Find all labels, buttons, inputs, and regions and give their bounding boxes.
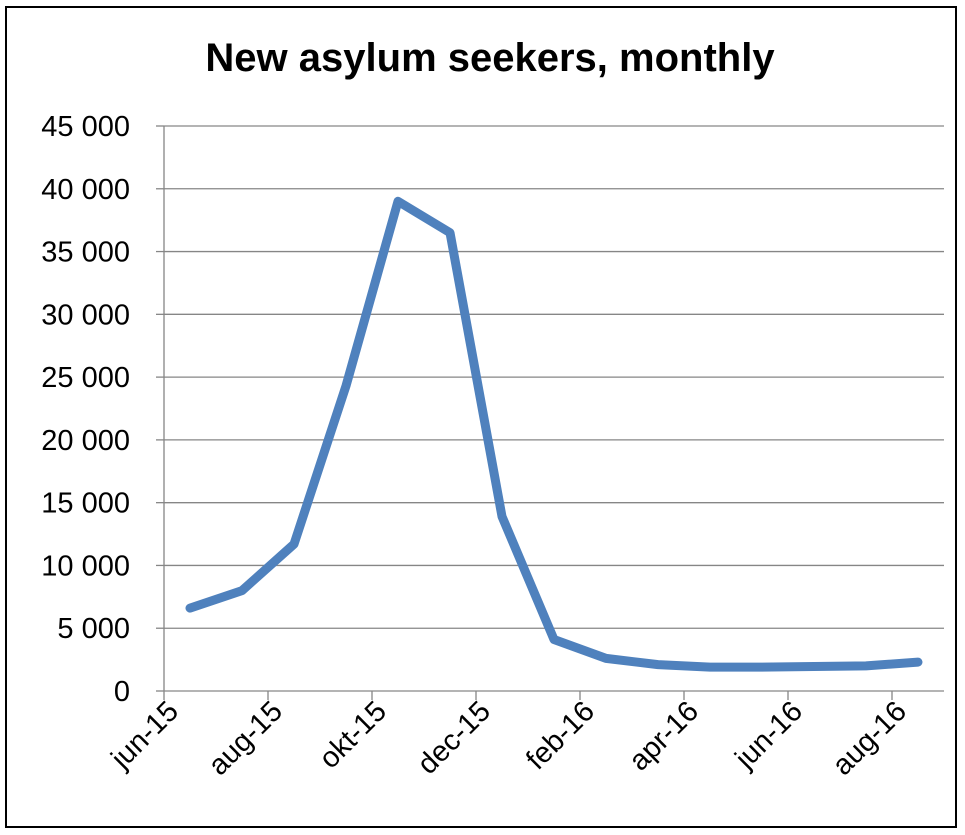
y-tick-label: 20 000	[41, 425, 130, 457]
x-axis-tick-labels: jun-15 aug-15 okt-15 dec-15 feb-16 apr-16 jun-…	[105, 695, 913, 781]
x-tick-label: okt-15	[313, 695, 393, 775]
axes	[156, 125, 944, 700]
y-tick-label: 30 000	[41, 299, 130, 331]
y-tick-label: 35 000	[41, 237, 130, 269]
series-layer	[185, 196, 923, 672]
y-tick-label: 45 000	[41, 111, 130, 143]
x-tick-label: dec-15	[412, 695, 497, 780]
series-line	[185, 196, 923, 672]
y-tick-label: 10 000	[41, 550, 130, 582]
x-tick-label: aug-15	[202, 695, 288, 781]
x-tick-label: apr-16	[623, 695, 705, 777]
y-tick-label: 5 000	[57, 613, 130, 645]
y-tick-label: 0	[114, 676, 130, 708]
y-axis-tick-labels: 0 5 000 10 000 15 000 20 000 25 000 30 000 35 0…	[41, 111, 130, 708]
y-tick-label: 40 000	[41, 174, 130, 206]
x-tick-label: feb-16	[520, 695, 601, 776]
x-tick-label: aug-16	[826, 695, 912, 781]
gridlines	[164, 125, 944, 629]
chart-title: New asylum seekers, monthly	[205, 36, 775, 80]
y-tick-label: 15 000	[41, 488, 130, 520]
y-tick-label: 25 000	[41, 362, 130, 394]
x-tick-label: jun-16	[729, 695, 809, 775]
